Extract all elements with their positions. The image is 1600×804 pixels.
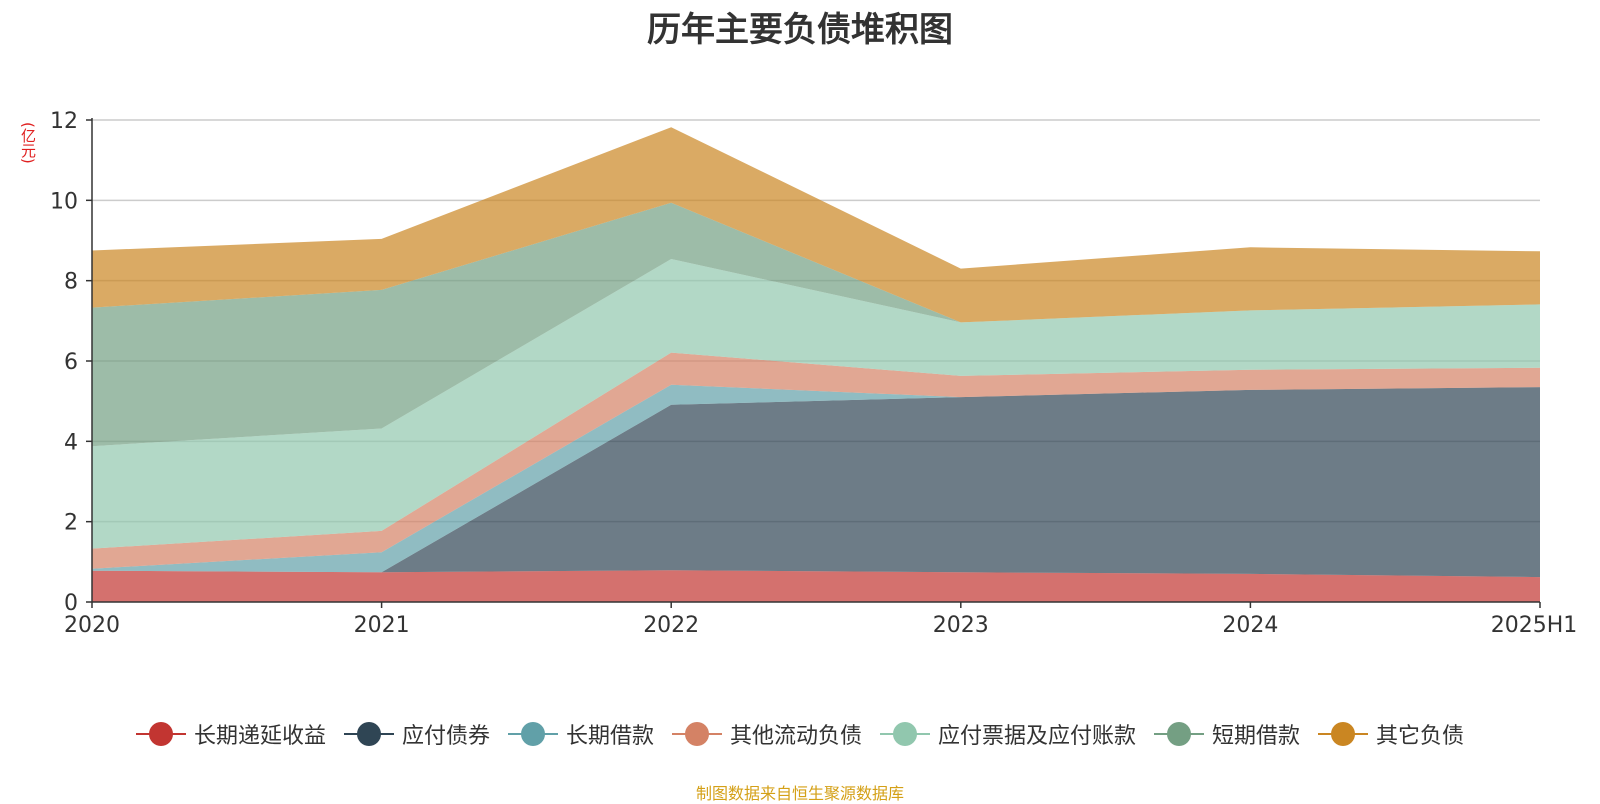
area-series-4[interactable] xyxy=(92,259,1540,549)
y-tick-label: 4 xyxy=(64,430,78,455)
legend-item-2[interactable]: 长期借款 xyxy=(507,718,654,750)
legend-item-3[interactable]: 其他流动负债 xyxy=(671,718,862,750)
legend-item-6[interactable]: 其它负债 xyxy=(1318,718,1464,750)
legend-item-5[interactable]: 短期借款 xyxy=(1154,718,1300,750)
area-series-0[interactable] xyxy=(92,570,1540,602)
legend-label: 应付债券 xyxy=(401,724,490,749)
legend-marker-icon xyxy=(880,721,930,747)
area-series-3[interactable] xyxy=(92,352,1540,569)
y-axis-unit-label: (亿元) xyxy=(19,122,37,164)
legend-marker-icon xyxy=(1318,721,1369,747)
x-tick-label: 2023 xyxy=(933,613,989,638)
legend-label: 其他流动负债 xyxy=(729,724,862,749)
x-tick-label: 2022 xyxy=(643,613,699,638)
x-tick-label: 2024 xyxy=(1222,613,1278,638)
legend-label: 长期递延收益 xyxy=(193,724,326,749)
y-tick-label: 12 xyxy=(50,109,78,134)
y-tick-label: 8 xyxy=(64,270,78,295)
legend-marker-icon xyxy=(343,721,394,747)
legend-label: 应付票据及应付账款 xyxy=(938,724,1137,749)
area-series-6[interactable] xyxy=(92,127,1540,323)
x-tick-label: 2021 xyxy=(354,613,410,638)
area-series-5[interactable] xyxy=(92,202,1540,447)
legend-marker-icon xyxy=(135,721,186,747)
legend-label: 短期借款 xyxy=(1212,724,1301,749)
legend-item-1[interactable]: 应付债券 xyxy=(343,718,490,750)
legend-label: 其它负债 xyxy=(1376,724,1465,749)
y-tick-label: 0 xyxy=(64,591,78,616)
legend-item-4[interactable]: 应付票据及应付账款 xyxy=(880,718,1136,750)
y-tick-label: 6 xyxy=(64,350,78,375)
axes: 0 2 4 6 8 10 12 2020 2021 2022 2023 2024 2025H1 xyxy=(50,109,1577,638)
data-source-note: 制图数据来自恒生聚源数据库 xyxy=(695,784,904,803)
y-tick-label: 2 xyxy=(64,511,78,536)
area-series-layer xyxy=(92,127,1540,602)
legend-marker-icon xyxy=(671,721,722,747)
legend-item-0[interactable]: 长期递延收益 xyxy=(135,718,326,750)
legend-marker-icon xyxy=(1154,721,1205,747)
x-tick-label: 2020 xyxy=(64,613,120,638)
area-series-2[interactable] xyxy=(92,384,1540,573)
legend: 长期递延收益 应付债券 长期借款 其他流动负债 应付票据及应付账款 短期借款 其它负债 xyxy=(0,718,1600,750)
x-tick-label: 2025H1 xyxy=(1491,613,1578,638)
legend-marker-icon xyxy=(507,721,558,747)
chart-title: 历年主要负债堆积图 xyxy=(647,10,953,50)
legend-label: 长期借款 xyxy=(565,724,654,749)
area-series-1[interactable] xyxy=(92,387,1540,578)
y-tick-label: 10 xyxy=(50,189,78,214)
